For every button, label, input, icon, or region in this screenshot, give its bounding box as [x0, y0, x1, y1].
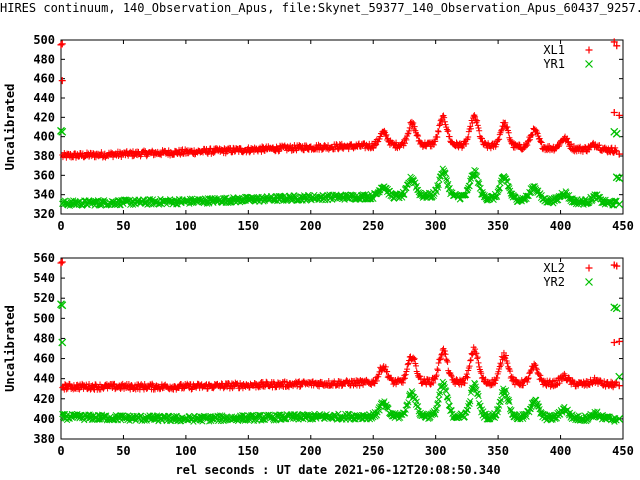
x-tick-label: 300: [425, 444, 447, 458]
data-point: [58, 258, 66, 266]
x-tick-label: 0: [57, 219, 64, 233]
series-YR1: [57, 126, 624, 210]
y-tick-label: 440: [33, 372, 55, 386]
series-markers-YR1: [59, 165, 620, 210]
data-point: [58, 338, 67, 347]
legend-marker: [585, 264, 593, 272]
x-axis-label: rel seconds : UT date 2021-06-12T20:08:5…: [175, 463, 500, 477]
y-tick-label: 500: [33, 311, 55, 325]
y-tick-label: 520: [33, 291, 55, 305]
y-tick-label: 320: [33, 207, 55, 221]
y-tick-label: 480: [33, 331, 55, 345]
series-YR2: [57, 300, 624, 425]
plot-frame: [60, 39, 624, 215]
x-tick-label: 50: [116, 444, 130, 458]
chart-panel-1: 0 50 100 150 200 250 300 350 400 450 320 340 360 380 4…: [3, 33, 634, 233]
data-point: [613, 42, 621, 50]
data-point: [613, 262, 621, 270]
series-markers-XL1: [59, 112, 620, 161]
data-point: [610, 303, 619, 312]
data-point: [612, 304, 621, 313]
data-point: [58, 77, 66, 85]
plot-frame: [60, 257, 624, 440]
y-tick-label: 380: [33, 432, 55, 446]
y-tick-label: 360: [33, 168, 55, 182]
x-tick-label: 250: [362, 219, 384, 233]
data-point: [610, 109, 618, 116]
x-tick-label: 200: [300, 444, 322, 458]
data-point: [58, 40, 66, 48]
x-tick-label: 350: [487, 444, 509, 458]
x-tick-label: 100: [175, 219, 197, 233]
data-point: [610, 38, 618, 46]
y-tick-label: 480: [33, 52, 55, 66]
x-tick-label: 300: [425, 219, 447, 233]
legend-label: YR1: [543, 57, 565, 71]
x-tick-label: 400: [550, 219, 572, 233]
data-point: [615, 372, 624, 381]
x-tick-label: 350: [487, 219, 509, 233]
data-point: [58, 127, 67, 136]
y-tick-label: 460: [33, 352, 55, 366]
legend-marker: [585, 46, 593, 54]
data-point: [615, 150, 623, 158]
y-axis-label: Uncalibrated: [3, 84, 17, 171]
chart-title: HIRES continuum, 140_Observation_Apus, f…: [0, 1, 640, 15]
x-tick-label: 50: [116, 219, 130, 233]
data-point: [612, 129, 621, 138]
y-tick-label: 420: [33, 392, 55, 406]
x-tick-label: 450: [612, 219, 634, 233]
x-tick-label: 150: [237, 444, 259, 458]
series-XL1: [57, 38, 623, 161]
y-tick-label: 460: [33, 72, 55, 86]
data-point: [58, 301, 67, 310]
data-point: [610, 338, 618, 346]
legend-label: XL1: [543, 43, 565, 57]
x-tick-label: 400: [550, 444, 572, 458]
y-tick-label: 340: [33, 188, 55, 202]
data-point: [57, 259, 65, 267]
legend-label: YR2: [543, 275, 565, 289]
x-tick-label: 0: [57, 444, 64, 458]
data-point: [612, 173, 621, 182]
legend-marker: [585, 60, 593, 68]
data-point: [615, 337, 623, 345]
series-XL2: [57, 258, 623, 393]
y-tick-label: 560: [33, 251, 55, 265]
data-point: [615, 174, 624, 183]
y-tick-label: 400: [33, 130, 55, 144]
x-tick-label: 100: [175, 444, 197, 458]
y-tick-label: 420: [33, 110, 55, 124]
data-point: [615, 414, 624, 423]
y-tick-label: 440: [33, 91, 55, 105]
legend-label: XL2: [543, 261, 565, 275]
data-point: [615, 200, 624, 209]
legend-marker: [585, 278, 593, 286]
x-tick-label: 200: [300, 219, 322, 233]
data-point: [615, 111, 623, 119]
data-point: [615, 382, 623, 390]
y-tick-label: 540: [33, 271, 55, 285]
y-tick-label: 400: [33, 412, 55, 426]
data-point: [57, 41, 65, 49]
chart-panel-2: 0 50 100 150 200 250 300 350 400 450 380 400 420 440 4…: [3, 251, 634, 458]
x-tick-label: 150: [237, 219, 259, 233]
y-tick-label: 380: [33, 149, 55, 163]
y-axis-label: Uncalibrated: [3, 305, 17, 392]
series-markers-YR2: [59, 378, 620, 425]
x-tick-label: 250: [362, 444, 384, 458]
y-tick-label: 500: [33, 33, 55, 47]
series-markers-XL2: [59, 344, 620, 393]
x-tick-label: 450: [612, 444, 634, 458]
